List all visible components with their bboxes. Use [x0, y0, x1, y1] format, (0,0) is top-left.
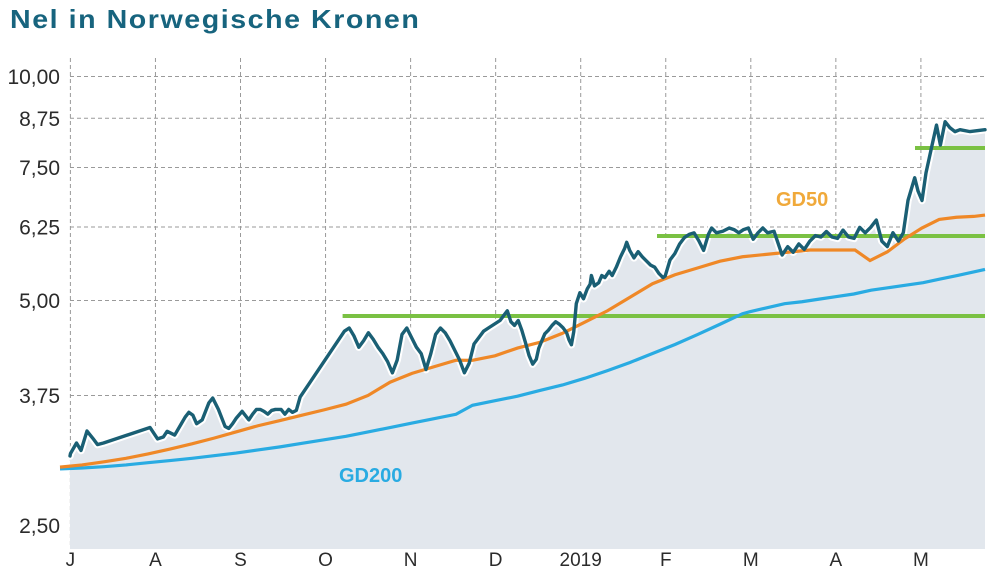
svg-text:F: F — [660, 550, 672, 571]
svg-text:M: M — [743, 550, 759, 571]
svg-text:8,75: 8,75 — [19, 108, 60, 131]
svg-text:GD200: GD200 — [339, 465, 402, 487]
svg-text:S: S — [234, 550, 247, 571]
svg-text:N: N — [404, 550, 418, 571]
svg-text:3,75: 3,75 — [19, 385, 60, 408]
svg-text:O: O — [318, 550, 333, 571]
svg-text:A: A — [149, 550, 162, 571]
svg-text:10,00: 10,00 — [7, 66, 60, 89]
svg-text:2,50: 2,50 — [19, 515, 60, 538]
svg-text:GD50: GD50 — [776, 189, 828, 211]
svg-text:7,50: 7,50 — [19, 157, 60, 180]
svg-text:5,00: 5,00 — [19, 290, 60, 313]
svg-text:D: D — [489, 550, 503, 571]
svg-text:J: J — [66, 550, 76, 571]
svg-text:6,25: 6,25 — [19, 217, 60, 240]
svg-text:2019: 2019 — [560, 550, 602, 571]
svg-text:A: A — [830, 550, 843, 571]
svg-text:M: M — [913, 550, 929, 571]
